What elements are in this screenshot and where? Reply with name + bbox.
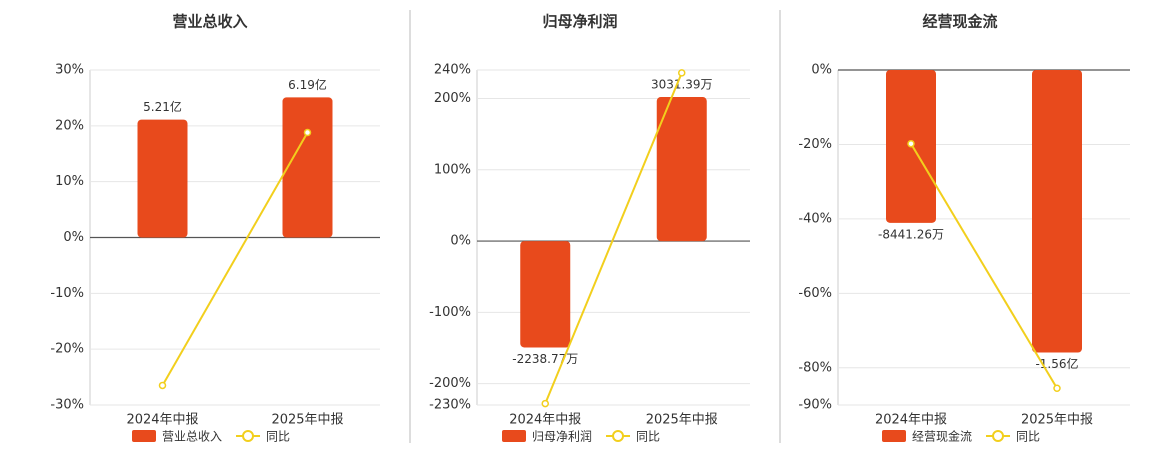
data-label: 3031.39万 [651, 78, 713, 92]
legend-label: 同比 [1016, 430, 1040, 444]
bar [137, 119, 188, 238]
y-tick-label: 20% [55, 118, 84, 133]
line-point [158, 381, 167, 390]
y-tick-label: 30% [55, 63, 84, 78]
y-tick-label: -30% [50, 398, 84, 413]
y-tick-label: 240% [434, 63, 471, 78]
y-tick-label: -20% [50, 342, 84, 357]
bar [1032, 70, 1082, 353]
x-tick-label: 2024年中报 [509, 413, 581, 428]
legend-label: 同比 [266, 430, 290, 444]
y-tick-label: 10% [55, 174, 84, 189]
line [910, 143, 1058, 389]
legend-swatch [132, 430, 156, 442]
chart-title: 归母净利润 [542, 13, 617, 31]
y-tick-label: -40% [798, 211, 832, 226]
y-tick-label: -80% [798, 360, 832, 375]
chart-title: 营业总收入 [172, 13, 247, 31]
x-tick-label: 2024年中报 [875, 413, 947, 428]
legend-swatch [992, 430, 1005, 442]
legend-label: 归母净利润 [532, 430, 592, 444]
legend-swatch [882, 430, 906, 442]
data-label: -8441.26万 [878, 227, 944, 241]
y-tick-label: -60% [798, 286, 832, 301]
legend-label: 同比 [636, 430, 660, 444]
line [161, 132, 309, 386]
bar [656, 97, 707, 242]
line [544, 72, 683, 404]
y-tick-label: -230% [429, 398, 471, 413]
x-tick-label: 2025年中报 [271, 413, 343, 428]
y-tick-label: -20% [798, 137, 832, 152]
chart-title: 经营现金流 [922, 13, 997, 31]
y-tick-label: 200% [434, 91, 471, 106]
legend-label: 营业总收入 [162, 430, 222, 444]
y-tick-label: -10% [50, 286, 84, 301]
y-tick-label: 0% [63, 230, 84, 245]
x-tick-label: 2025年中报 [1021, 413, 1093, 428]
line-point [678, 69, 686, 77]
line-point [907, 139, 915, 148]
y-tick-label: 0% [811, 63, 832, 78]
y-tick-label: 0% [450, 234, 471, 249]
y-tick-label: -100% [429, 305, 471, 320]
bar [282, 97, 333, 238]
bar [520, 241, 571, 348]
legend-swatch [502, 430, 526, 442]
line-point [303, 128, 312, 137]
y-tick-label: -200% [429, 376, 471, 391]
legend-swatch [242, 430, 255, 442]
x-tick-label: 2025年中报 [646, 413, 718, 428]
legend-swatch [612, 430, 625, 442]
y-tick-label: -90% [798, 398, 832, 413]
data-label: 6.19亿 [288, 77, 327, 92]
legend-label: 经营现金流 [912, 429, 972, 444]
x-tick-label: 2024年中报 [126, 413, 198, 428]
y-tick-label: 100% [434, 162, 471, 177]
data-label: -2238.77万 [512, 352, 578, 366]
data-label: 5.21亿 [143, 99, 182, 114]
line-point [1053, 384, 1061, 392]
data-label: -1.56亿 [1035, 356, 1078, 371]
line-point [541, 399, 549, 408]
